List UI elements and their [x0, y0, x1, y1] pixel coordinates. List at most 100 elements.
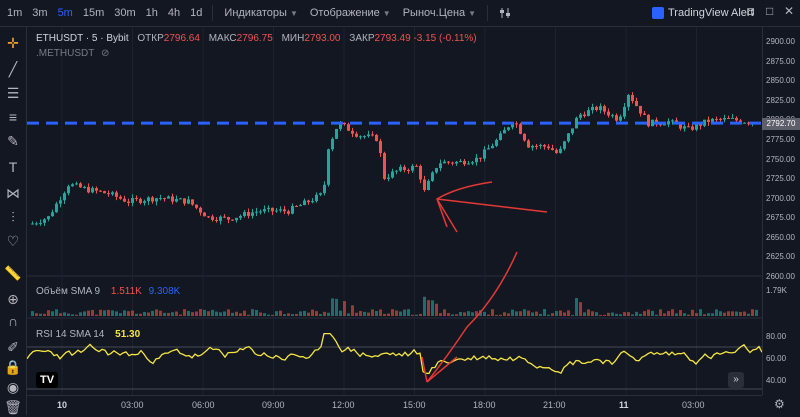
trash-icon[interactable]: 🗑	[4, 399, 22, 415]
toolbar-divider	[212, 5, 214, 21]
volume-bar	[379, 309, 382, 316]
candle-body	[743, 122, 746, 124]
tradingview-alert-button[interactable]: TradingView Alert	[652, 4, 754, 22]
candle-body	[275, 210, 278, 212]
candle-body	[119, 196, 122, 199]
candle-body	[747, 122, 750, 124]
price-axis[interactable]	[762, 27, 800, 395]
volume-bar	[423, 296, 426, 316]
prediction-icon[interactable]: ⫶	[11, 209, 15, 225]
eye-icon[interactable]: ◉	[6, 379, 20, 395]
candle-body	[367, 134, 370, 137]
high-label: МАКС	[208, 33, 237, 44]
candle-body	[407, 170, 410, 172]
time-axis-label: 10	[57, 400, 68, 410]
candle-body	[267, 207, 270, 210]
high-value: 2796.75	[236, 33, 273, 44]
pencil-lock-icon[interactable]: ✐	[7, 339, 19, 355]
gear-icon[interactable]: ⚙	[774, 397, 785, 411]
candle-body	[563, 141, 566, 149]
candle-body	[395, 170, 398, 172]
settings-sliders-button[interactable]	[493, 7, 517, 19]
trend-line-icon[interactable]: ╱	[8, 61, 18, 77]
scroll-to-realtime-button[interactable]: »	[728, 372, 744, 388]
time-axis[interactable]: 10 03:00 06:00 09:00 12:00 15:00 18:00 2…	[27, 395, 762, 416]
zoom-in-icon[interactable]: ⊕	[7, 291, 19, 307]
volume-bar	[443, 309, 446, 316]
volume-bar	[667, 311, 670, 316]
open-value: 2796.64	[163, 33, 200, 44]
price-type-label: Рыноч.Цена	[402, 7, 466, 19]
ohlc-legend: ETHUSDT · 5 · Bybit ОТКР2796.64 МАКС2796…	[36, 33, 477, 44]
channel-icon[interactable]: ≡	[8, 109, 18, 125]
timeframe-4h[interactable]: 4h	[167, 7, 181, 19]
heart-icon[interactable]: ♡	[6, 233, 20, 249]
timeframe-1m[interactable]: 1m	[7, 7, 23, 19]
candle-body	[511, 123, 514, 128]
candle-body	[295, 205, 298, 207]
volume-bar	[611, 312, 614, 316]
price-type-menu[interactable]: Рыноч.Цена ▼	[397, 7, 482, 19]
volume-bar	[647, 309, 650, 316]
volume-bar	[447, 313, 450, 316]
volume-bar	[35, 313, 38, 316]
lock-icon[interactable]: 🔒	[4, 359, 22, 375]
candle-body	[315, 194, 318, 202]
timeframe-1h[interactable]: 1h	[145, 7, 158, 19]
magnet-icon[interactable]: ∩	[7, 313, 19, 329]
volume-bar	[223, 311, 226, 316]
horizontal-lines-icon[interactable]: ☰	[6, 85, 20, 101]
volume-bar	[463, 312, 466, 316]
candle-body	[687, 126, 690, 128]
fullscreen-icon[interactable]: □	[766, 4, 774, 18]
close-icon[interactable]: ✕	[784, 4, 795, 18]
candle-body	[135, 198, 138, 200]
candle-body	[623, 106, 626, 117]
volume-bar	[295, 314, 298, 316]
volume-bar	[215, 311, 218, 316]
candle-body	[619, 116, 622, 121]
volume-bar	[227, 309, 230, 316]
text-icon[interactable]: T	[8, 159, 18, 175]
volume-bar	[707, 313, 710, 316]
volume-bar	[563, 312, 566, 316]
display-menu[interactable]: Отображение ▼	[304, 7, 397, 19]
volume-bar	[315, 311, 318, 316]
rsi-line	[27, 332, 762, 375]
current-price-tag: 2792.70	[762, 118, 800, 130]
timeframe-15m[interactable]: 15m	[82, 7, 105, 19]
timeframe-3m[interactable]: 3m	[32, 7, 48, 19]
volume-bar	[355, 312, 358, 316]
candle-body	[539, 144, 542, 146]
crosshair-icon[interactable]: ✛	[7, 35, 19, 51]
volume-bar	[231, 312, 234, 316]
volume-bar	[255, 309, 258, 316]
candle-body	[335, 128, 338, 139]
volume-bar	[719, 311, 722, 316]
volume-bar	[439, 313, 442, 316]
volume-bar	[455, 314, 458, 316]
timeframe-5m[interactable]: 5m	[57, 7, 73, 19]
price-axis-tick: 2650.00	[766, 232, 795, 242]
candle-body	[143, 201, 146, 203]
chart-area[interactable]	[27, 27, 762, 395]
volume-bar	[731, 311, 734, 316]
volume-bar	[371, 309, 374, 316]
candle-body	[719, 118, 722, 120]
indicators-menu[interactable]: Индикаторы ▼	[218, 7, 303, 19]
pattern-icon[interactable]: ⋈	[6, 185, 20, 201]
candle-body	[47, 216, 50, 220]
volume-bar	[587, 309, 590, 316]
brush-icon[interactable]: ✎	[7, 133, 19, 149]
close-value: 2793.49	[374, 33, 411, 44]
candle-body	[547, 146, 550, 149]
eye-off-icon[interactable]: ⊘	[100, 48, 110, 59]
candle-body	[403, 166, 406, 171]
camera-icon[interactable]: ◘	[747, 4, 755, 18]
candle-body	[75, 183, 78, 185]
candle-body	[171, 196, 174, 202]
timeframe-1d[interactable]: 1d	[190, 7, 203, 19]
ruler-icon[interactable]: 📏	[4, 265, 22, 281]
timeframe-30m[interactable]: 30m	[114, 7, 136, 19]
volume-bar	[607, 312, 610, 316]
